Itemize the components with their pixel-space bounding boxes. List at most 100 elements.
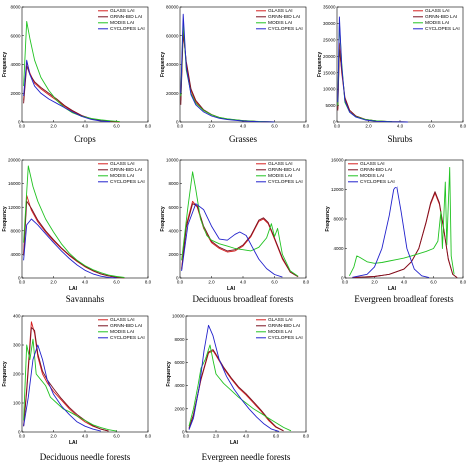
legend-entry: GRNN-BID LAI xyxy=(110,14,142,20)
y-tick-label: 0 xyxy=(182,430,185,435)
y-tick-label: 0 xyxy=(176,276,179,281)
x-tick-label: 6.0 xyxy=(273,434,280,439)
chart-panel-2: 0.0 2.0 4.0 6.0 8.0 0 20000 40000 60000 80000 Freq… xyxy=(160,5,310,144)
legend-entry: GRNN-BID LAI xyxy=(110,323,142,329)
series-line-grnn-bid-lai xyxy=(352,191,458,279)
series-line-cyclopes-lai xyxy=(337,16,408,123)
y-tick-label: 5000 xyxy=(325,103,336,108)
chart-panel-5: 0.0 2.0 4.0 6.0 8.0 0 2000 4000 6000 8000 10000 Fre… xyxy=(160,158,310,304)
y-tick-label: 4000 xyxy=(168,228,179,233)
y-tick-label: 8000 xyxy=(10,228,21,233)
x-tick-label: 2.0 xyxy=(50,434,57,439)
legend-box xyxy=(412,8,462,34)
x-axis-label: LAI xyxy=(388,286,397,292)
legend-entry: MODIS LAI xyxy=(268,173,292,179)
x-tick-label: 2.0 xyxy=(50,280,57,285)
y-tick-label: 12000 xyxy=(8,205,21,210)
y-tick-label: 4000 xyxy=(10,62,21,67)
legend-entry: GLASS LAI xyxy=(110,8,135,14)
x-tick-label: 4.0 xyxy=(82,124,89,129)
legend-entry: CYCLOPES LAI xyxy=(268,335,303,341)
panel-title: Deciduous broadleaf forests xyxy=(193,294,294,304)
series-line-grnn-bid-lai xyxy=(181,203,299,278)
y-tick-label: 0 xyxy=(341,276,344,281)
series-line-grnn-bid-lai xyxy=(23,200,125,279)
legend-entry: CYCLOPES LAI xyxy=(268,26,303,32)
y-tick-label: 15000 xyxy=(323,70,336,75)
x-tick-label: 0.0 xyxy=(342,280,349,285)
series-line-modis-lai xyxy=(181,171,299,277)
y-tick-label: 20000 xyxy=(166,91,179,96)
legend-entry: GLASS LAI xyxy=(268,317,293,323)
legend-entry: GLASS LAI xyxy=(110,161,135,167)
y-tick-label: 6000 xyxy=(168,205,179,210)
x-tick-label: 0.0 xyxy=(177,124,184,129)
panel-title: Savannahs xyxy=(66,294,105,304)
series-line-grnn-bid-lai xyxy=(23,65,120,123)
x-tick-label: 6.0 xyxy=(271,280,278,285)
y-tick-label: 2000 xyxy=(174,406,185,411)
x-tick-label: 2.0 xyxy=(365,124,372,129)
x-tick-label: 2.0 xyxy=(208,124,215,129)
legend-box xyxy=(97,161,147,187)
y-tick-label: 4000 xyxy=(174,383,185,388)
y-tick-label: 6000 xyxy=(10,33,21,38)
x-tick-label: 0.0 xyxy=(183,434,190,439)
y-tick-label: 6000 xyxy=(174,360,185,365)
legend-entry: MODIS LAI xyxy=(110,20,134,26)
y-tick-label: 10000 xyxy=(323,87,336,92)
x-tick-label: 4.0 xyxy=(240,124,247,129)
legend-entry: GRNN-BID LAI xyxy=(268,323,300,329)
legend-box xyxy=(97,8,147,34)
legend-entry: GLASS LAI xyxy=(110,317,135,323)
y-axis-label: Frequency xyxy=(325,206,331,232)
x-tick-label: 8.0 xyxy=(303,280,310,285)
legend-entry: GLASS LAI xyxy=(268,8,293,14)
x-tick-label: 6.0 xyxy=(113,280,120,285)
y-axis-label: Frequency xyxy=(2,52,8,78)
y-tick-label: 20000 xyxy=(8,158,21,163)
series-line-glass-lai xyxy=(23,194,125,279)
x-tick-label: 2.0 xyxy=(50,124,57,129)
y-tick-label: 0 xyxy=(18,276,21,281)
y-tick-label: 16000 xyxy=(331,158,344,163)
x-tick-label: 2.0 xyxy=(213,434,220,439)
chart-panel-8: 0.0 2.0 4.0 6.0 8.0 0 2000 4000 6000 8000 10000 Fre… xyxy=(166,314,310,462)
legend-entry: MODIS LAI xyxy=(268,329,292,335)
x-tick-label: 8.0 xyxy=(145,280,152,285)
y-tick-label: 8000 xyxy=(333,217,344,222)
legend-entry: MODIS LAI xyxy=(110,329,134,335)
chart-panel-3: 0.0 2.0 4.0 6.0 8.0 0 5000 10000 15000 20000 25000… xyxy=(317,5,467,144)
legend-entry: CYCLOPES LAI xyxy=(110,335,145,341)
x-tick-label: 6.0 xyxy=(430,280,437,285)
x-tick-label: 8.0 xyxy=(145,124,152,129)
x-tick-label: 6.0 xyxy=(113,124,120,129)
legend-entry: MODIS LAI xyxy=(360,173,384,179)
y-tick-label: 25000 xyxy=(323,37,336,42)
x-axis-label: LAI xyxy=(69,286,78,292)
y-tick-label: 300 xyxy=(13,343,21,348)
panel-title: Evergreen broadleaf forests xyxy=(354,294,454,304)
legend-entry: MODIS LAI xyxy=(425,20,449,26)
legend-entry: GRNN-BID LAI xyxy=(268,167,300,173)
y-tick-label: 200 xyxy=(13,372,21,377)
series-line-cyclopes-lai xyxy=(23,218,117,279)
x-tick-label: 0.0 xyxy=(19,280,26,285)
y-tick-label: 400 xyxy=(13,314,21,319)
legend-entry: CYCLOPES LAI xyxy=(425,26,460,32)
x-tick-label: 8.0 xyxy=(460,124,467,129)
y-tick-label: 0 xyxy=(333,120,336,125)
x-tick-label: 4.0 xyxy=(240,280,247,285)
x-tick-label: 0.0 xyxy=(19,124,26,129)
y-tick-label: 10000 xyxy=(172,314,185,319)
x-tick-label: 2.0 xyxy=(208,280,215,285)
x-axis-label: LAI xyxy=(69,440,78,446)
chart-panel-7: 0.0 2.0 4.0 6.0 8.0 0 100 200 300 400 Frequency LAI… xyxy=(2,314,152,462)
legend-entry: CYCLOPES LAI xyxy=(110,26,145,32)
series-line-grnn-bid-lai xyxy=(180,32,275,123)
